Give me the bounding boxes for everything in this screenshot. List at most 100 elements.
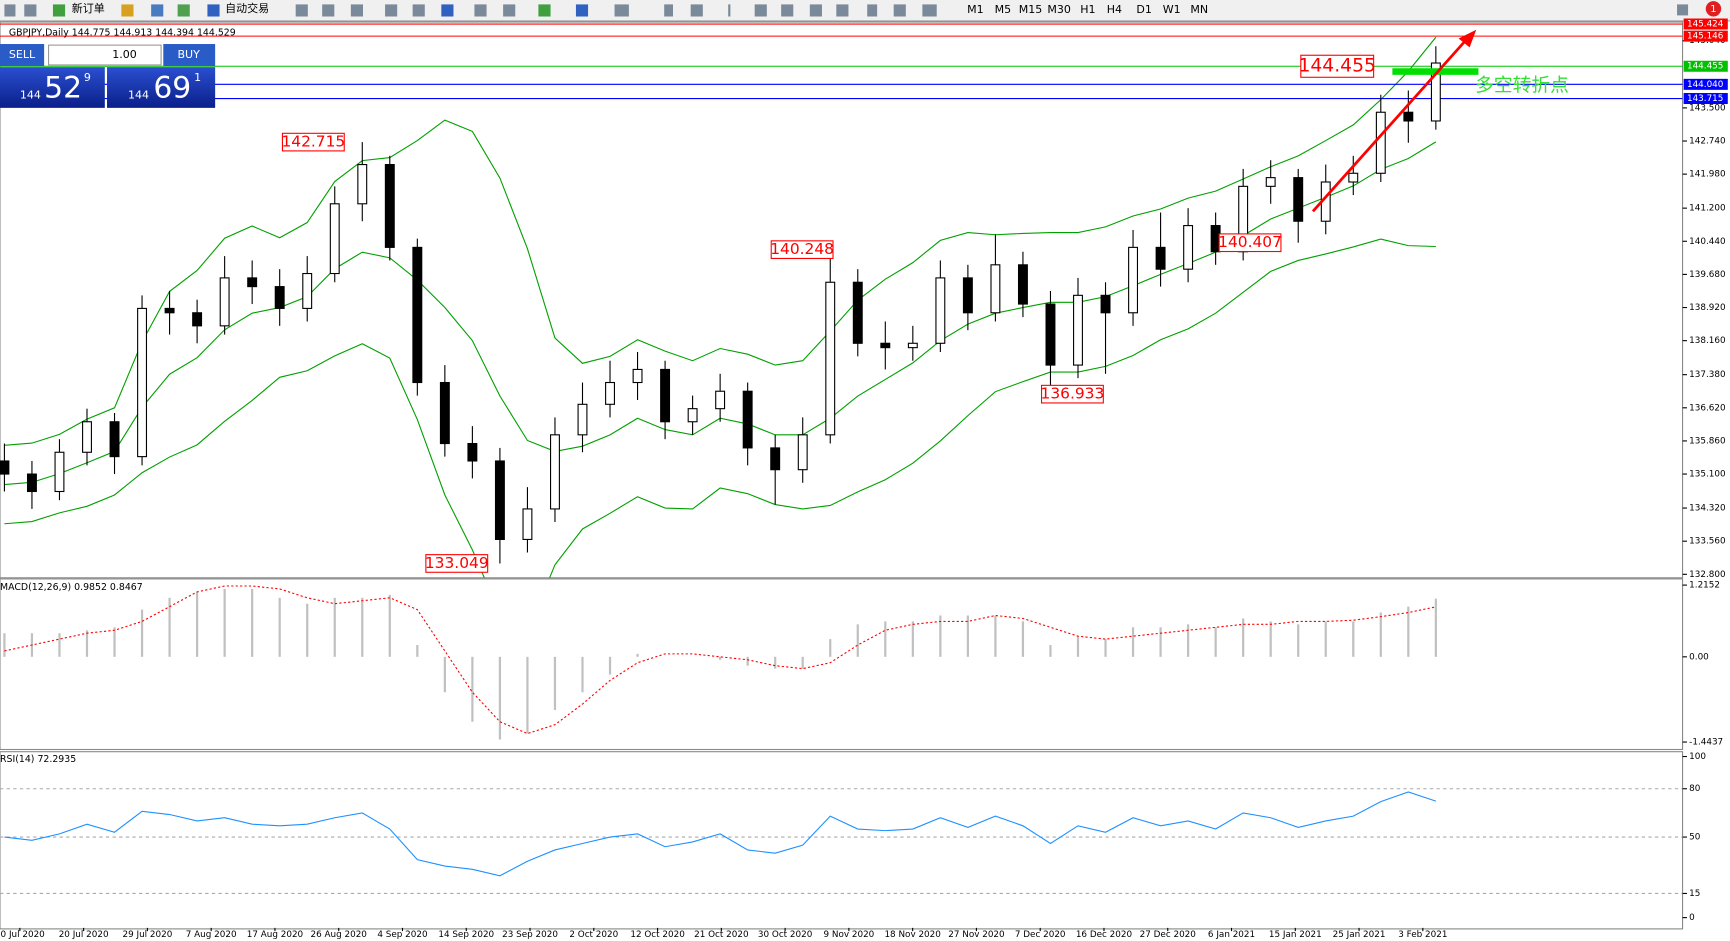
candle-body <box>522 508 533 540</box>
candle-body <box>825 281 836 436</box>
macd-bar <box>58 633 61 657</box>
macd-bar <box>719 656 722 660</box>
level-label: 145.146 <box>1687 32 1724 42</box>
level-tag <box>1683 60 1728 72</box>
candle-body <box>770 447 781 471</box>
candle-body <box>82 421 92 453</box>
candle-body <box>494 460 505 540</box>
candle-body <box>1073 294 1083 366</box>
macd-bar <box>884 621 887 657</box>
y-tick-label: 100 <box>1689 752 1706 762</box>
buy-button[interactable] <box>163 44 216 67</box>
trend-arrow-head <box>1458 29 1477 48</box>
macd-bar <box>1352 621 1355 657</box>
timeframe-button[interactable]: MN <box>1190 3 1208 16</box>
x-tick-label: 18 Nov 2020 <box>884 930 941 940</box>
macd-bar <box>168 597 171 657</box>
candle-body <box>357 164 368 205</box>
macd-bar <box>1379 612 1382 657</box>
new-order-button[interactable]: 新订单 <box>72 1 105 15</box>
price-annotation: 144.455 <box>1298 56 1376 77</box>
y-tick-label: 138.160 <box>1689 336 1726 346</box>
macd-plot <box>3 585 1437 740</box>
macd-bar <box>140 609 144 657</box>
macd-bar <box>1049 645 1052 657</box>
x-tick-label: 9 Nov 2020 <box>823 930 874 940</box>
macd-bar <box>443 656 446 693</box>
bollinger-lower <box>4 238 1436 578</box>
timeframe-button[interactable]: M5 <box>995 3 1012 16</box>
macd-bar <box>3 633 6 657</box>
level-label: 145.424 <box>1687 20 1724 30</box>
candle-body <box>0 460 10 475</box>
notification-count: 1 <box>1710 4 1716 15</box>
candle-body <box>935 277 946 344</box>
candle-body <box>715 390 726 410</box>
timeframe-button[interactable]: D1 <box>1136 3 1151 16</box>
macd-bar <box>966 615 969 657</box>
y-tick-label: 139.680 <box>1689 270 1726 280</box>
rsi-pane <box>0 751 1684 930</box>
macd-bar <box>251 588 254 657</box>
y-tick-label: 135.100 <box>1689 470 1726 480</box>
timeframe-button[interactable]: H4 <box>1107 3 1122 16</box>
x-tick-label: 30 Oct 2020 <box>758 930 813 940</box>
price-annotation-box <box>770 240 834 260</box>
rsi-plot <box>0 788 1683 895</box>
x-tick-label: 25 Jan 2021 <box>1333 930 1386 940</box>
macd-bar <box>1407 606 1410 657</box>
macd-bar <box>1434 598 1437 657</box>
candle-body <box>247 277 258 288</box>
timeframe-button[interactable]: M30 <box>1047 3 1071 16</box>
axes: 145.040143.500142.740141.980141.200140.4… <box>1682 18 1728 923</box>
candle-body <box>219 277 230 327</box>
y-tick-label: 137.380 <box>1689 370 1726 380</box>
bid-box[interactable] <box>0 67 105 108</box>
price-annotation-box <box>281 132 345 152</box>
macd-bar <box>416 645 419 657</box>
candle-body <box>880 342 891 349</box>
candle-body <box>660 368 671 423</box>
timeframe-button[interactable]: W1 <box>1163 3 1181 16</box>
lot-value[interactable]: 1.00 <box>112 48 137 61</box>
macd-bar <box>1104 639 1107 657</box>
lot-input[interactable] <box>47 44 162 66</box>
timeframe-button[interactable]: H1 <box>1080 3 1095 16</box>
x-tick-label: 6 Jan 2021 <box>1208 930 1255 940</box>
notification-icon[interactable] <box>1705 1 1722 17</box>
candle-body <box>605 381 615 405</box>
x-tick-label: 14 Sep 2020 <box>438 930 494 940</box>
x-tick-label: 23 Sep 2020 <box>502 930 558 940</box>
x-tick-label: 10 Jul 2020 <box>0 930 45 940</box>
macd-bar <box>526 656 529 734</box>
ask-box[interactable] <box>107 67 216 108</box>
sell-label[interactable]: SELL <box>9 48 36 61</box>
candle-body <box>384 164 395 248</box>
sell-button[interactable] <box>0 44 45 67</box>
trend-arrow <box>1311 37 1469 213</box>
level-tag <box>1683 18 1728 30</box>
macd-signal <box>4 585 1436 735</box>
y-tick-label: 141.200 <box>1689 204 1726 214</box>
macd-bar <box>1324 621 1327 657</box>
level-label: 143.715 <box>1687 94 1723 104</box>
rsi-title: RSI(14) 72.2935 <box>0 754 76 765</box>
x-axis: 10 Jul 2020 20 Jul 2020 29 Jul 2020 7 Aug 2… <box>0 927 1447 940</box>
bid-pips: 52 <box>44 71 82 106</box>
macd-bar <box>498 656 502 740</box>
macd-bar <box>581 656 584 693</box>
candle-body <box>797 434 808 471</box>
macd-bar <box>636 653 639 657</box>
macd-bar <box>361 597 364 657</box>
auto-trading-button[interactable]: 自动交易 <box>225 1 269 15</box>
y-tick-label: 133.560 <box>1689 537 1726 547</box>
y-tick-label: 143.500 <box>1689 103 1726 113</box>
buy-label[interactable]: BUY <box>177 48 200 61</box>
timeframe-button[interactable]: M1 <box>967 3 984 16</box>
timeframe-button[interactable]: M15 <box>1019 3 1043 16</box>
macd-bar <box>306 603 309 657</box>
candle-body <box>109 421 120 458</box>
macd-bar <box>1297 624 1300 657</box>
y-tick-label: 0.00 <box>1689 652 1709 662</box>
